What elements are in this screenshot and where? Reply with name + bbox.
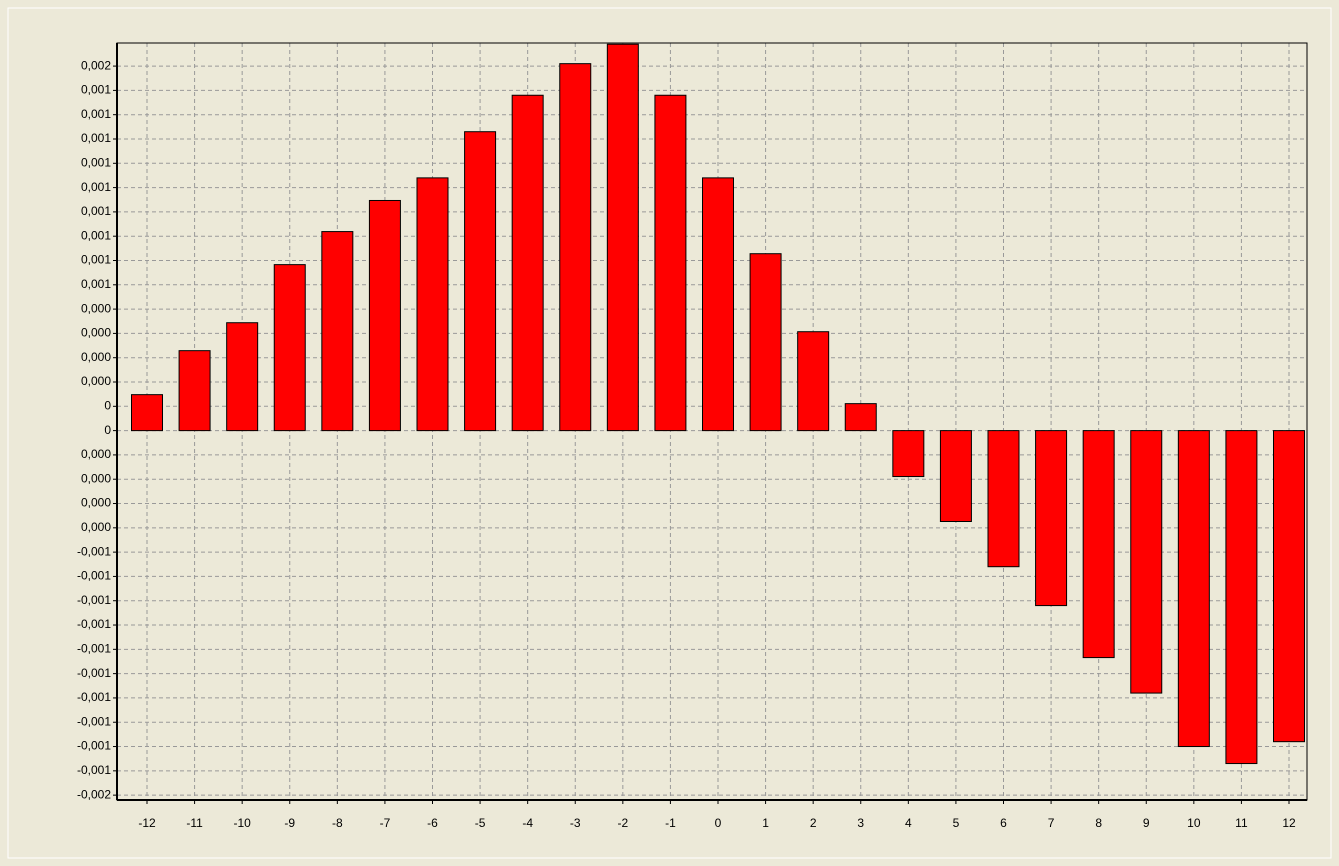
bar [1273,430,1305,743]
y-tick-label: 0,000 [81,520,111,534]
y-tick-label: 0,000 [81,350,111,364]
y-tick-label: 0,002 [81,58,111,72]
y-tick-label: -0,001 [77,666,111,680]
x-tick-label: 3 [857,816,864,830]
bar [702,177,734,432]
labels: -0,002 -0,001 -0,001 -0,001 -0,001 -0,001 -0,0… [77,58,1296,830]
bar [511,94,544,432]
x-tick-label: -6 [427,816,438,830]
x-tick-label: -10 [233,816,251,830]
bar [1082,430,1115,659]
x-tick-label: -7 [380,816,391,830]
y-tick-label: -0,001 [77,739,111,753]
y-tick-label: -0,001 [77,763,111,777]
x-tick-label: 6 [1000,816,1007,830]
x-tick-label: 9 [1143,816,1150,830]
bar [464,131,497,432]
bar [1035,430,1068,607]
y-tick-label: -0,001 [77,617,111,631]
x-tick-label: 5 [953,816,960,830]
x-tick-label: 0 [715,816,722,830]
bar [416,177,449,432]
x-tick-label: 11 [1235,816,1248,830]
bar [178,350,211,432]
bar [368,199,401,432]
bars [131,43,1305,765]
bar [939,430,972,523]
bar [749,253,782,432]
bar [1177,430,1210,748]
x-tick-label: -1 [665,816,676,830]
y-tick-label: -0,001 [77,690,111,704]
x-tick-label: -8 [332,816,343,830]
y-tick-label: 0 [104,423,111,437]
bar [226,322,259,432]
y-tick-label: -0,001 [77,569,111,583]
bar [273,264,306,432]
x-tick-label: 4 [905,816,912,830]
y-tick-label: 0,001 [81,131,111,145]
x-tick-label: -2 [617,816,628,830]
x-tick-label: 1 [762,816,769,830]
y-tick-label: -0,002 [77,787,111,801]
y-tick-label: 0,001 [81,107,111,121]
y-tick-label: -0,001 [77,544,111,558]
bar [1130,430,1163,694]
x-tick-label: 12 [1282,816,1296,830]
y-tick-label: -0,001 [77,714,111,728]
y-tick-label: 0,001 [81,155,111,169]
x-tick-label: -12 [138,816,156,830]
bar [1225,430,1258,765]
y-tick-label: 0,000 [81,496,111,510]
y-tick-label: 0,000 [81,471,111,485]
y-tick-label: 0,000 [81,374,111,388]
bar [892,430,925,478]
y-tick-label: 0,001 [81,277,111,291]
bar [654,94,687,432]
x-tick-label: 10 [1187,816,1201,830]
y-tick-label: 0 [104,398,111,412]
bar [321,231,354,432]
bar [844,403,877,432]
y-tick-label: 0,000 [81,301,111,315]
y-tick-label: 0,000 [81,326,111,340]
y-tick-label: 0,001 [81,228,111,242]
y-tick-label: -0,001 [77,593,111,607]
y-tick-label: 0,001 [81,83,111,97]
bar [797,331,830,432]
x-tick-label: -9 [284,816,295,830]
y-tick-label: 0,001 [81,204,111,218]
y-tick-label: 0,000 [81,447,111,461]
y-tick-label: 0,001 [81,253,111,267]
bar [131,394,163,432]
y-tick-label: -0,001 [77,642,111,656]
bar [559,63,592,432]
x-tick-label: 2 [810,816,817,830]
x-tick-label: -11 [186,816,203,830]
x-tick-label: 8 [1095,816,1102,830]
x-tick-label: -5 [475,816,486,830]
x-tick-label: 7 [1048,816,1055,830]
y-tick-label: 0,001 [81,180,111,194]
bar [987,430,1020,568]
x-tick-label: -3 [570,816,581,830]
bar [606,43,639,432]
x-tick-label: -4 [522,816,533,830]
